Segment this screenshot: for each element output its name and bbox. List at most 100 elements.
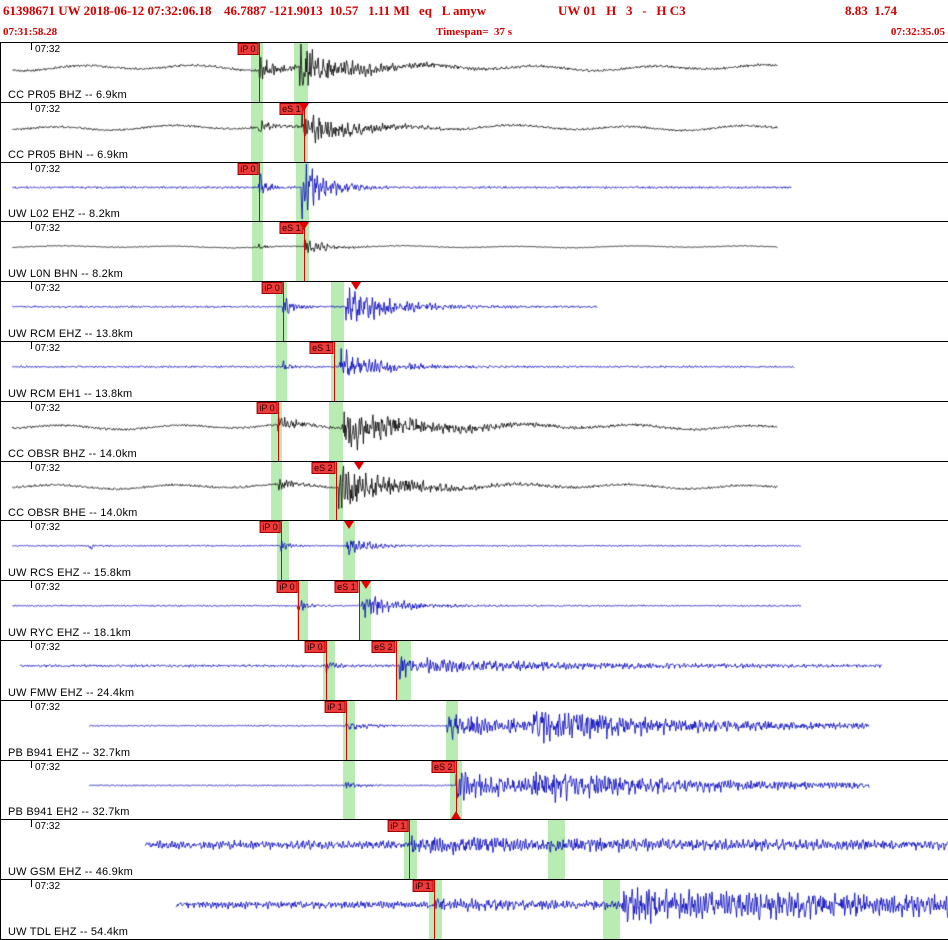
station-channel-label: UW FMW EHZ -- 24.4km [8,686,135,699]
phase-pick-label[interactable]: eS 1 [309,341,334,354]
waveform-canvas[interactable] [1,880,948,939]
phase-pick-line[interactable] [297,581,299,640]
phase-pick-label[interactable]: eS 1 [334,581,359,594]
waveform-canvas[interactable] [1,461,948,521]
station-channel-label: UW RCM EHZ -- 13.8km [8,327,133,340]
phase-pick-label[interactable]: iP 0 [237,162,259,175]
phase-pick-line[interactable] [277,401,279,461]
waveform-canvas[interactable] [1,760,948,820]
minute-tick [31,640,32,648]
phase-pick-label[interactable]: iP 1 [412,880,434,893]
phase-pick-line[interactable] [408,820,410,880]
phase-pick-line[interactable] [433,880,435,939]
minute-tick [31,820,32,828]
waveform-canvas[interactable] [1,222,948,282]
trace-time-label: 07:32 [35,761,61,773]
station-channel-label: UW RYC EHZ -- 18.1km [8,626,131,639]
trace-panel: 07:32 eS 2 PB B941 EH2 -- 32.7km [1,759,948,820]
phase-pick-line[interactable] [345,700,347,760]
minute-tick [31,162,32,170]
trace-time-label: 07:32 [35,582,61,594]
phase-pick-line[interactable] [282,282,284,341]
trace-time-label: 07:32 [35,283,61,295]
phase-pick-line[interactable] [335,461,337,521]
phase-pick-label[interactable]: iP 1 [387,820,409,833]
waveform-canvas[interactable] [1,282,948,341]
phase-pick-label[interactable]: iP 0 [261,282,283,295]
event-summary-line: 61398671 UW 2018-06-12 07:32:06.18 46.78… [0,0,948,22]
waveform-canvas[interactable] [1,162,948,222]
trace-panel: 07:32 iP 0 UW RCM EHZ -- 13.8km [1,281,948,341]
trace-panel: 07:32 iP 1 UW TDL EHZ -- 54.4km [1,879,948,939]
phase-pick-line[interactable] [395,640,397,700]
trace-panel: 07:32 iP 0 UW L02 EHZ -- 8.2km [1,161,948,222]
trace-time-label: 07:32 [35,462,61,474]
pick-flag-icon[interactable] [450,811,461,820]
trace-panel: 07:32 iP 1 PB B941 EHZ -- 32.7km [1,699,948,760]
event-status-flags: UW 01 H 3 - H C3 [558,3,686,18]
event-error-values: 8.83 1.74 [845,3,897,18]
station-channel-label: CC PR05 BHZ -- 6.9km [8,88,127,101]
waveform-canvas[interactable] [1,700,948,760]
event-location-magnitude: 46.7887 -121.9013 10.57 1.11 Ml eq L amy… [224,3,487,18]
pick-flag-icon[interactable] [343,521,354,530]
phase-pick-label[interactable]: iP 0 [237,43,259,55]
phase-pick-label[interactable]: eS 1 [279,102,304,115]
phase-pick-line[interactable] [455,760,457,820]
event-id-origin-time: 61398671 UW 2018-06-12 07:32:06.18 [3,3,212,18]
trace-time-label: 07:32 [35,701,61,713]
phase-pick-line[interactable] [325,640,327,700]
minute-tick [31,282,32,290]
waveform-canvas[interactable] [1,401,948,461]
trace-time-label: 07:32 [35,522,61,534]
window-end-time: 07:32:35.05 [890,26,945,38]
waveform-canvas[interactable] [1,102,948,162]
trace-time-label: 07:32 [35,342,61,354]
waveform-canvas[interactable] [1,43,948,102]
trace-time-label: 07:32 [35,103,61,115]
trace-panel: 07:32 eS 1 UW L0N BHN -- 8.2km [1,221,948,282]
pick-flag-icon[interactable] [298,222,309,231]
trace-panel: 07:32 iP 0 CC OBSR BHZ -- 14.0km [1,400,948,461]
minute-tick [31,43,32,50]
phase-pick-label[interactable]: iP 0 [256,401,278,414]
minute-tick [31,341,32,349]
pick-flag-icon[interactable] [298,102,309,111]
station-channel-label: UW RCS EHZ -- 15.8km [8,567,132,580]
phase-pick-line[interactable] [358,581,360,640]
phase-pick-line[interactable] [333,341,335,401]
phase-pick-line[interactable] [280,521,282,581]
phase-pick-line[interactable] [258,162,260,222]
phase-pick-label[interactable]: iP 0 [276,581,298,594]
phase-pick-label[interactable]: iP 0 [304,640,326,653]
trace-panel: 07:32 eS 1 CC PR05 BHN -- 6.9km [1,101,948,162]
minute-tick [31,700,32,708]
phase-pick-line[interactable] [258,43,260,102]
phase-pick-line[interactable] [303,102,305,162]
phase-pick-label[interactable]: eS 2 [431,760,456,773]
pick-flag-icon[interactable] [353,461,364,470]
station-channel-label: CC PR05 BHN -- 6.9km [8,148,129,161]
phase-pick-label[interactable]: eS 2 [311,461,336,474]
waveform-canvas[interactable] [1,820,948,880]
trace-time-label: 07:32 [35,163,61,175]
waveform-canvas[interactable] [1,640,948,700]
minute-tick [31,760,32,768]
phase-pick-label[interactable]: iP 1 [324,700,346,713]
minute-tick [31,461,32,469]
pick-flag-icon[interactable] [350,282,361,291]
station-channel-label: UW L02 EHZ -- 8.2km [8,208,120,221]
trace-time-label: 07:32 [35,641,61,653]
waveform-canvas[interactable] [1,341,948,401]
trace-panel: 07:32 iP 0 eS 2 UW FMW EHZ -- 24.4km [1,639,948,700]
phase-pick-label[interactable]: eS 2 [371,640,396,653]
station-channel-label: UW GSM EHZ -- 46.9km [8,866,134,879]
trace-time-label: 07:32 [35,44,61,55]
waveform-canvas[interactable] [1,581,948,640]
pick-flag-icon[interactable] [360,581,371,590]
phase-pick-line[interactable] [303,222,305,282]
phase-pick-label[interactable]: iP 0 [259,521,281,534]
window-start-time: 07:31:58.28 [3,26,58,38]
waveform-canvas[interactable] [1,521,948,581]
